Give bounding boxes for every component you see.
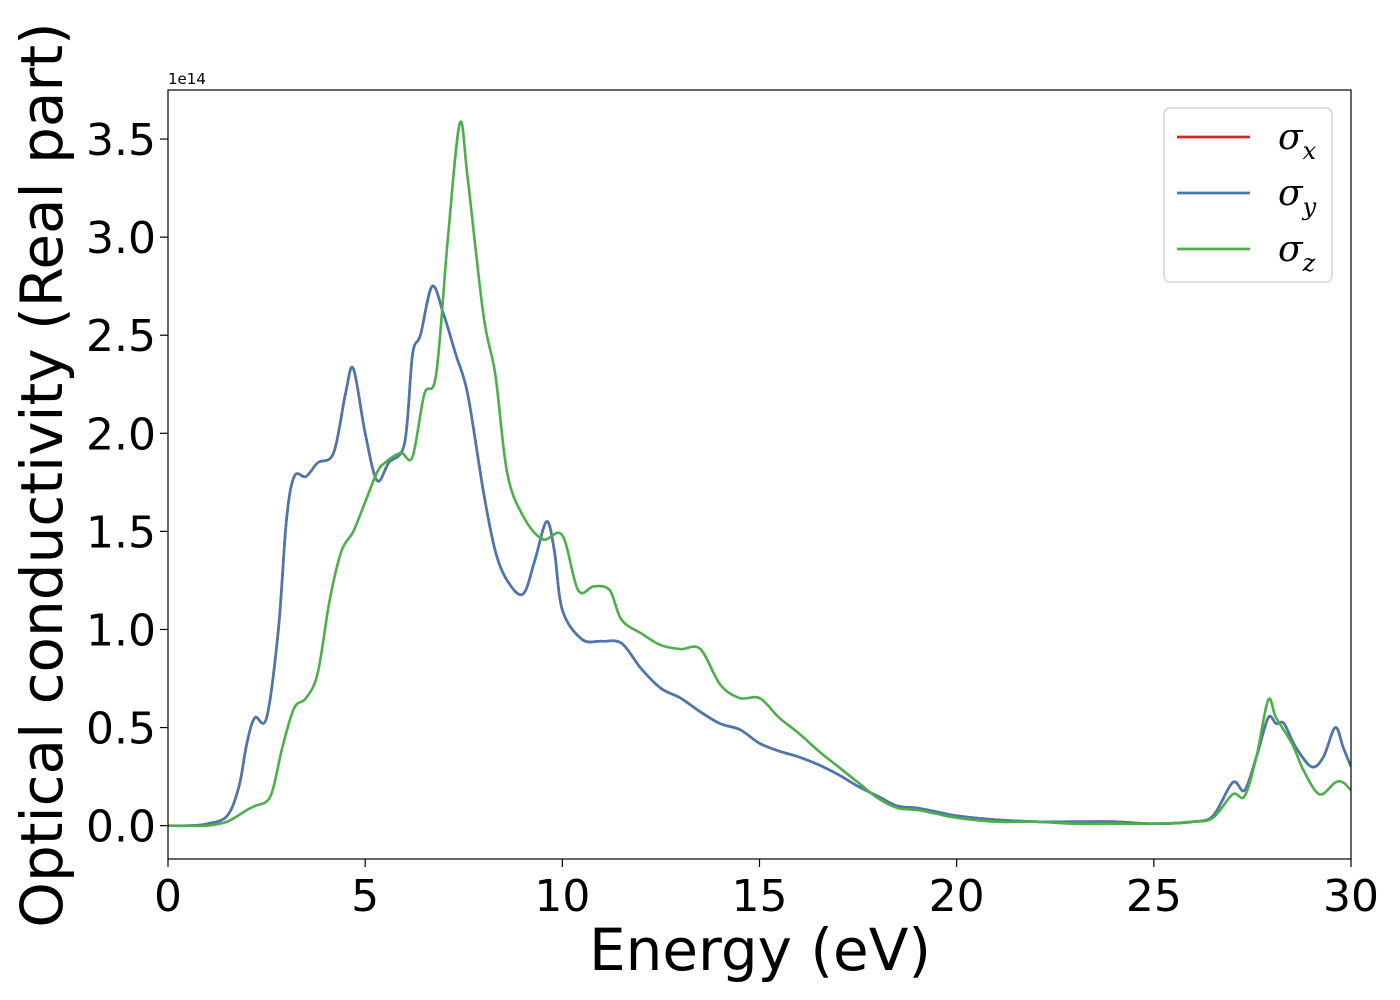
x-axis-label: Energy (eV) (589, 916, 931, 984)
y-axis-label: Optical conductivity (Real part) (8, 22, 76, 927)
y-tick-label: 3.5 (86, 115, 156, 166)
x-tick-label: 15 (732, 871, 788, 922)
series-layer (168, 120, 1351, 828)
x-tick-label: 30 (1323, 871, 1379, 922)
y-tick-label: 0.0 (86, 802, 156, 853)
x-tick-label: 0 (154, 871, 182, 922)
y-tick-label: 1.0 (86, 605, 156, 656)
y-tick-label: 3.0 (86, 213, 156, 264)
x-tick-label: 5 (351, 871, 379, 922)
y-axis: 0.0 0.5 1.0 1.5 2.0 2.5 3.0 3.5 (86, 115, 168, 853)
y-tick-label: 2.0 (86, 409, 156, 460)
y-tick-label: 0.5 (86, 704, 156, 755)
series-line-x (168, 284, 1351, 828)
y-offset-label: 1e14 (168, 70, 206, 88)
x-tick-label: 20 (929, 871, 985, 922)
series-line-z (168, 120, 1351, 828)
legend-box (1163, 107, 1333, 283)
x-tick-label: 10 (534, 871, 590, 922)
x-tick-label: 25 (1126, 871, 1182, 922)
series-line-y (168, 284, 1351, 828)
y-tick-label: 1.5 (86, 507, 156, 558)
y-tick-label: 2.5 (86, 311, 156, 362)
x-axis: 0 5 10 15 20 25 30 (154, 859, 1379, 922)
